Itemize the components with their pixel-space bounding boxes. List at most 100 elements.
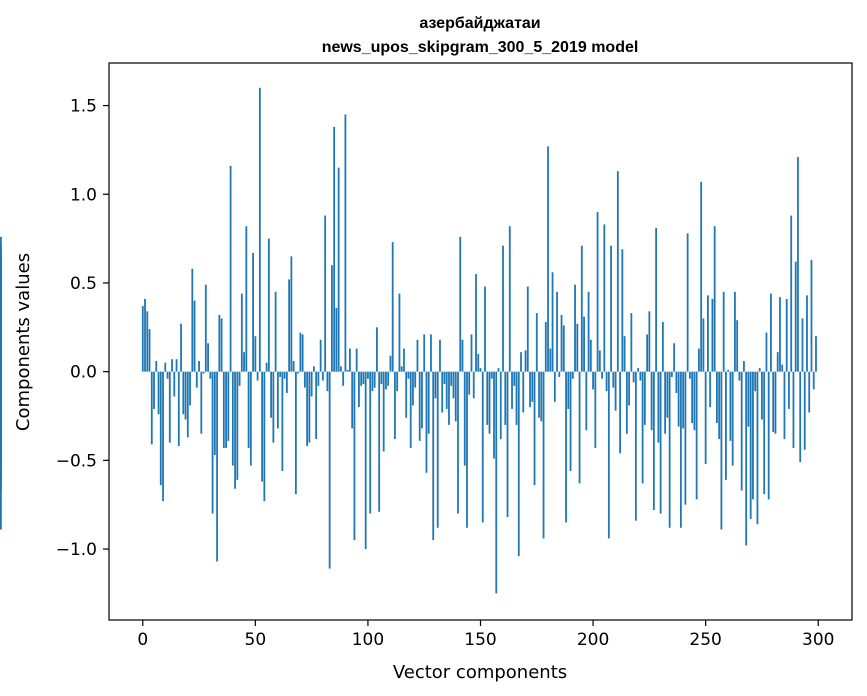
- bar-193: [576, 323, 579, 372]
- bar-240: [682, 371, 685, 429]
- y-tick-label: 1.0: [70, 185, 97, 205]
- bar-211: [616, 171, 619, 372]
- bar-280: [772, 371, 775, 432]
- bar-221: [639, 371, 642, 381]
- bar-2: [146, 311, 149, 372]
- bar-16: [177, 371, 180, 447]
- bar-136: [448, 371, 450, 425]
- bar-43: [238, 371, 241, 386]
- bar-226: [650, 371, 653, 431]
- bar-26: [200, 371, 203, 434]
- bar-111: [391, 242, 394, 372]
- bar-61: [279, 371, 282, 377]
- bar-238: [677, 371, 680, 427]
- bar-266: [740, 371, 743, 491]
- bar-60: [276, 371, 279, 429]
- bar-10: [164, 362, 167, 372]
- bar-235: [670, 371, 673, 377]
- bar-153: [486, 371, 489, 425]
- bar-291: [797, 157, 799, 372]
- bar-295: [806, 295, 808, 372]
- bar-212: [619, 371, 621, 454]
- bar-290: [794, 261, 797, 372]
- bar-123: [418, 371, 421, 441]
- chart-title-line-2: news_upos_skipgram_300_5_2019 model: [322, 39, 639, 56]
- bar-253: [711, 298, 714, 372]
- bar-197: [585, 371, 588, 431]
- bar-213: [621, 249, 624, 372]
- bar-273: [756, 371, 759, 525]
- bar-142: [461, 339, 464, 372]
- bar-176: [538, 371, 540, 418]
- bar-243: [688, 371, 691, 379]
- bar-140: [457, 371, 459, 514]
- bar-229: [657, 371, 660, 443]
- bar-172: [529, 371, 531, 408]
- bar-196: [583, 316, 585, 372]
- bar-68: [294, 371, 297, 495]
- bar-236: [673, 343, 676, 372]
- bar-102: [371, 371, 374, 392]
- bar-199: [589, 339, 592, 372]
- bar-162: [506, 371, 509, 518]
- bar-29: [207, 343, 209, 372]
- bar-192: [574, 284, 576, 372]
- bar-258: [722, 291, 725, 372]
- bar-219: [634, 371, 637, 521]
- bar-108: [385, 371, 387, 390]
- bar-134: [443, 371, 446, 385]
- bar-145: [468, 371, 471, 395]
- x-tick-label: 50: [245, 630, 267, 650]
- bar-52: [258, 87, 261, 372]
- bar-206: [605, 371, 608, 392]
- bar-95: [355, 348, 358, 372]
- bar-90: [344, 114, 347, 372]
- bar-293: [801, 318, 804, 372]
- x-tick-label: 300: [802, 630, 834, 650]
- bar-42: [236, 371, 239, 480]
- bar-188: [565, 371, 567, 523]
- bar-298: [812, 371, 815, 390]
- bar-175: [535, 313, 538, 372]
- bar-204: [601, 371, 603, 379]
- bar-121: [414, 371, 417, 388]
- bar-0: [141, 306, 144, 372]
- bar-7: [157, 371, 160, 415]
- bar-202: [596, 212, 599, 372]
- bar-171: [526, 286, 529, 372]
- bar-214: [623, 336, 626, 372]
- bar-133: [441, 371, 444, 413]
- bar-263: [734, 291, 736, 372]
- bar-98: [362, 371, 365, 385]
- bar-undefined: [0, 371, 2, 436]
- bar-49: [252, 252, 254, 372]
- bar-84: [331, 265, 333, 372]
- bar-34: [218, 314, 221, 372]
- bar-93: [351, 371, 354, 429]
- bar-112: [394, 371, 396, 440]
- bar-239: [679, 371, 682, 528]
- bar-24: [195, 371, 198, 388]
- bar-299: [815, 336, 817, 372]
- bar-77: [315, 371, 318, 440]
- bar-233: [666, 371, 669, 418]
- bar-152: [484, 286, 486, 372]
- bar-131: [436, 371, 439, 528]
- bar-267: [743, 361, 745, 372]
- bar-244: [691, 371, 694, 424]
- y-axis: −1.0 −0.5 0.0 0.5 1.0 1.5: [56, 97, 109, 560]
- bar-9: [162, 371, 164, 502]
- bar-177: [540, 371, 543, 422]
- bar-120: [412, 371, 414, 406]
- bar-163: [508, 226, 511, 372]
- bar-297: [810, 259, 813, 372]
- bar-161: [504, 371, 507, 425]
- bar-151: [481, 371, 484, 523]
- bar-205: [603, 224, 606, 372]
- bar-78: [317, 371, 320, 386]
- bar-20: [186, 371, 189, 438]
- bar-5: [153, 371, 155, 409]
- bar-232: [664, 371, 667, 434]
- bar-11: [166, 371, 169, 379]
- bar-296: [808, 371, 811, 413]
